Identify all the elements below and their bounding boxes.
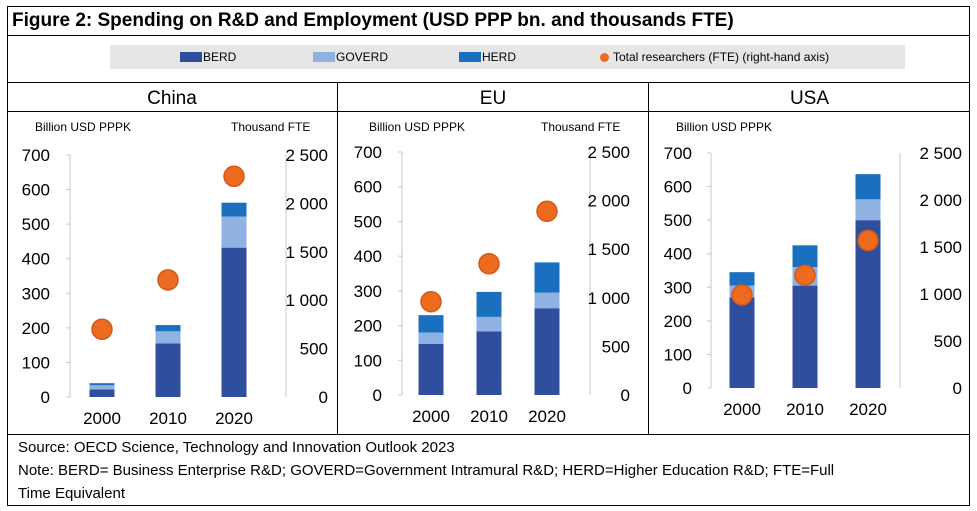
note-text-continued: Time Equivalent bbox=[18, 485, 125, 502]
divider bbox=[7, 111, 970, 112]
legend-swatch-herd bbox=[459, 52, 481, 62]
legend-item-berd: BERD bbox=[180, 45, 236, 69]
panel-title-china: China bbox=[147, 88, 197, 109]
panel-title-usa: USA bbox=[789, 88, 830, 109]
legend-dot-researchers bbox=[600, 52, 609, 62]
source-text: Source: OECD Science, Technology and Inn… bbox=[18, 439, 455, 456]
figure-frame bbox=[7, 6, 970, 506]
note-text: Note: BERD= Business Enterprise R&D; GOV… bbox=[18, 462, 835, 479]
legend: BERD GOVERD HERD Total researchers (FTE)… bbox=[110, 45, 905, 69]
legend-item-herd: HERD bbox=[459, 45, 516, 69]
panel-divider bbox=[648, 82, 649, 434]
figure-title: Figure 2: Spending on R&D and Employment… bbox=[12, 10, 734, 31]
panel-divider bbox=[337, 82, 338, 434]
legend-label-herd: HERD bbox=[482, 50, 517, 64]
legend-label-goverd: GOVERD bbox=[336, 50, 389, 64]
legend-swatch-goverd bbox=[313, 52, 335, 62]
legend-item-goverd: GOVERD bbox=[313, 45, 388, 69]
panel-title-eu: EU bbox=[479, 88, 507, 109]
legend-item-researchers: Total researchers (FTE) (right-hand axis… bbox=[600, 45, 829, 69]
legend-label-berd: BERD bbox=[203, 50, 237, 64]
legend-label-researchers: Total researchers (FTE) (right-hand axis… bbox=[613, 50, 830, 64]
divider bbox=[7, 434, 970, 435]
divider bbox=[7, 82, 970, 83]
legend-swatch-berd bbox=[180, 52, 202, 62]
divider bbox=[7, 35, 970, 36]
